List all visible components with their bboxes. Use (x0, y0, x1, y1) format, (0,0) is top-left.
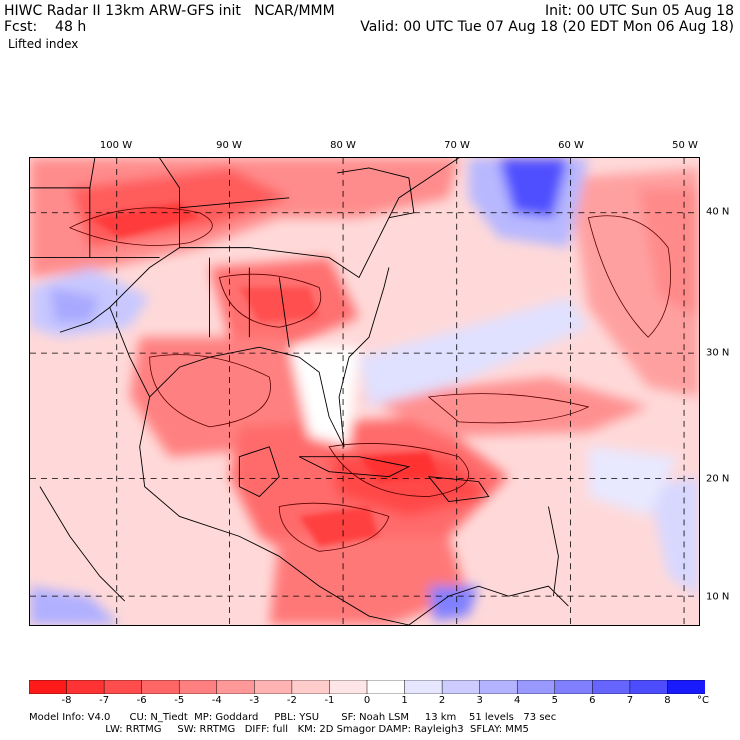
lon-label: 90 W (216, 140, 242, 151)
colorbar-swatch (554, 680, 594, 694)
lon-label: 50 W (672, 140, 698, 151)
colorbar-unit: °C (697, 695, 709, 706)
colorbar (29, 680, 705, 694)
colorbar-tick: -1 (324, 695, 335, 706)
colorbar-swatch (103, 680, 143, 694)
lat-label: 30 N (706, 347, 730, 359)
colorbar-tick: -4 (211, 695, 222, 706)
colorbar-swatch (479, 680, 518, 694)
lat-label: 40 N (706, 206, 730, 218)
graticule (30, 158, 699, 625)
model-title: HIWC Radar II 13km ARW-GFS init NCAR/MMM (4, 3, 335, 19)
colorbar-tick: 3 (476, 695, 483, 706)
colorbar-tick: 8 (664, 695, 671, 706)
colorbar-swatch (366, 680, 406, 694)
colorbar-swatch (516, 680, 556, 694)
colorbar-swatch (254, 680, 293, 694)
colorbar-swatch (629, 680, 669, 694)
colorbar-tick: 2 (438, 695, 446, 706)
colorbar-swatch (29, 680, 68, 694)
lifted-index-map (29, 157, 700, 626)
colorbar-swatch (441, 680, 481, 694)
colorbar-swatch (291, 680, 331, 694)
colorbar-tick: 5 (551, 695, 558, 706)
colorbar-tick: -5 (174, 695, 185, 706)
colorbar-tick: -8 (61, 695, 72, 706)
colorbar-swatch (216, 680, 256, 694)
colorbar-swatch (141, 680, 180, 694)
colorbar-swatch (667, 680, 705, 694)
colorbar-swatch (592, 680, 631, 694)
colorbar-swatch (329, 680, 368, 694)
colorbar-swatch (404, 680, 443, 694)
forecast-hour: Fcst: 48 h (4, 19, 87, 35)
contour-lines (68, 207, 671, 552)
lon-label: 60 W (558, 140, 584, 151)
lon-label: 70 W (444, 140, 470, 151)
init-time: Init: 00 UTC Sun 05 Aug 18 (545, 3, 734, 19)
field-shading (30, 158, 699, 625)
colorbar-tick: 1 (401, 695, 408, 706)
lon-label: 80 W (330, 140, 356, 151)
colorbar-swatch (178, 680, 218, 694)
model-info-line2: LW: RRTMG SW: RRTMG DIFF: full KM: 2D Sm… (29, 724, 529, 735)
colorbar-tick: 6 (589, 695, 596, 706)
colorbar-tick: -6 (136, 695, 147, 706)
lat-label: 10 N (706, 591, 730, 603)
colorbar-tick: -7 (99, 695, 110, 706)
lon-label: 100 W (99, 140, 133, 151)
colorbar-tick: -3 (249, 695, 260, 706)
field-name: Lifted index (8, 37, 79, 51)
colorbar-tick: 7 (626, 695, 634, 706)
colorbar-swatch (66, 680, 105, 694)
field-detail (89, 202, 439, 547)
colorbar-tick: 4 (514, 695, 521, 706)
colorbar-tick: -2 (286, 695, 297, 706)
valid-time: Valid: 00 UTC Tue 07 Aug 18 (20 EDT Mon … (360, 19, 734, 35)
model-info-line1: Model Info: V4.0 CU: N_Tiedt MP: Goddard… (29, 712, 557, 723)
lat-label: 20 N (706, 473, 730, 485)
colorbar-tick: 0 (363, 695, 371, 706)
